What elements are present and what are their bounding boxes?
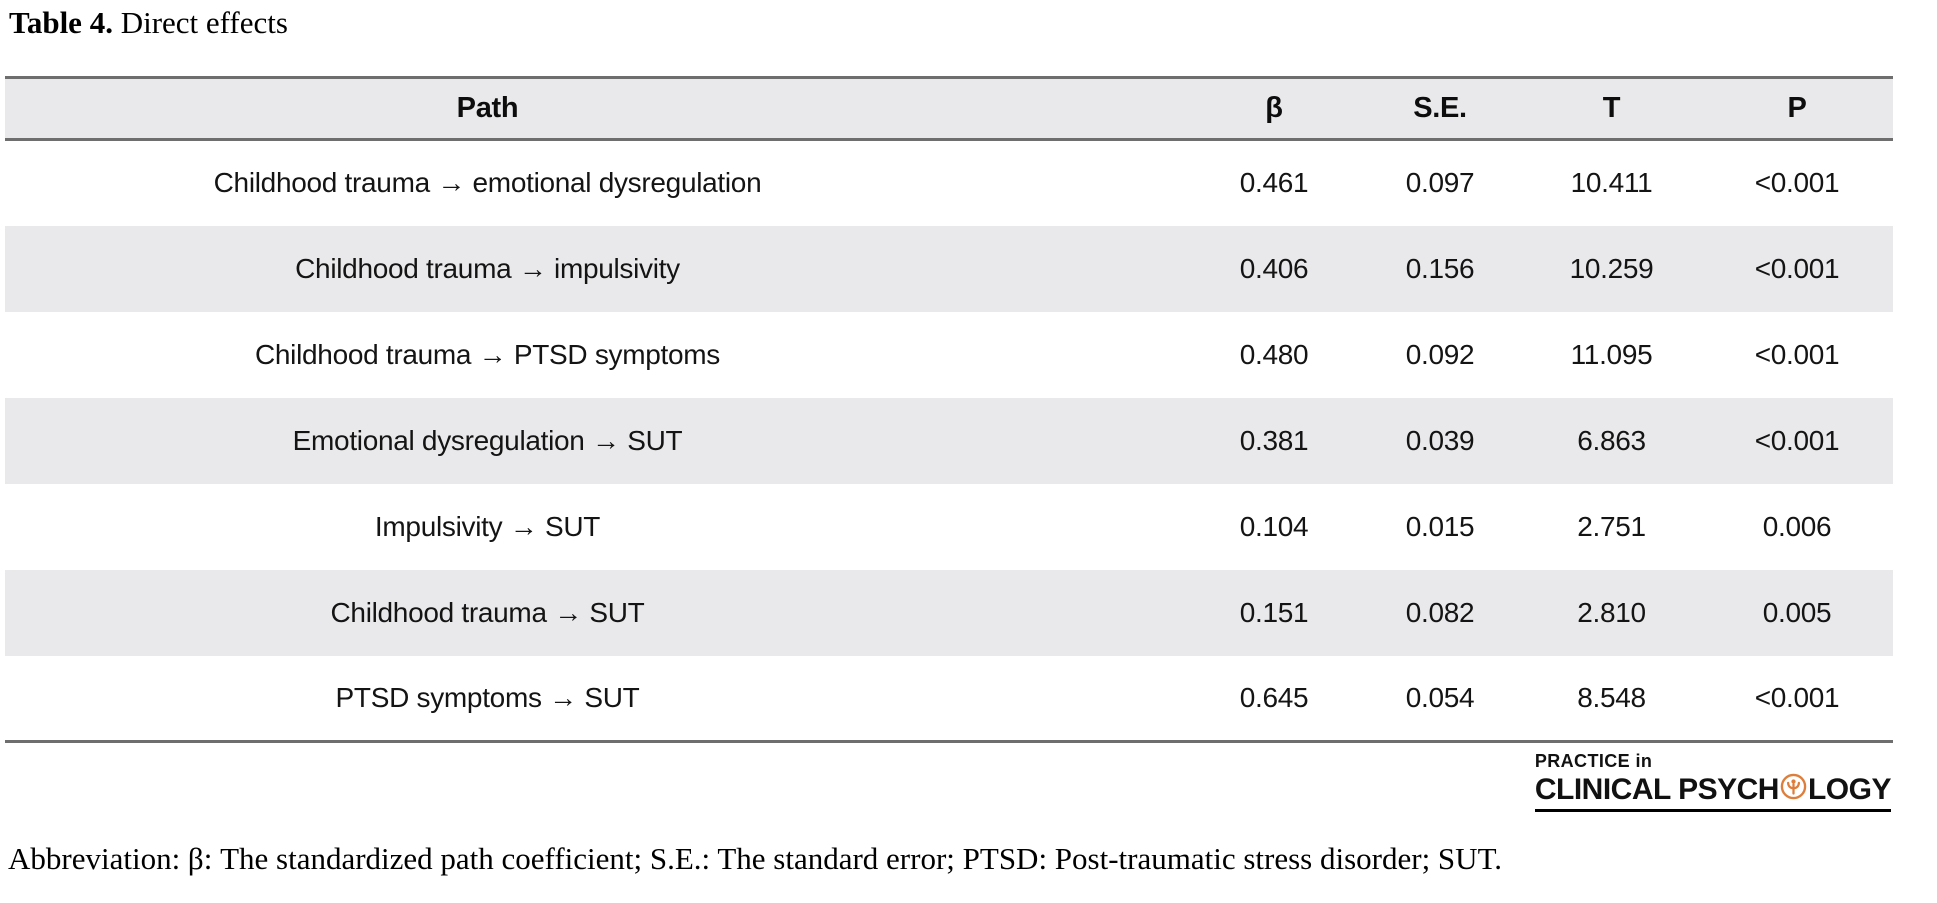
path-cell: Childhood trauma → emotional dysregulati… [213,167,762,199]
p-cell: <0.001 [1754,338,1840,370]
column-header-path: Path [456,92,519,124]
t-cell: 6.863 [1577,424,1646,456]
table-row: Childhood trauma → PTSD symptoms 0.480 0… [5,312,1893,398]
se-cell: 0.097 [1405,167,1475,199]
path-cell: Emotional dysregulation → SUT [292,424,683,456]
table-body: Childhood trauma → emotional dysregulati… [5,140,1893,742]
table-header: Path β S.E. T P [5,77,1893,140]
t-cell: 2.751 [1577,510,1646,542]
beta-cell: 0.480 [1239,338,1309,370]
t-cell: 11.095 [1570,338,1653,370]
journal-logo-line2: CLINICAL PSYCH LOGY [1534,772,1892,813]
p-cell: <0.001 [1754,681,1840,713]
beta-cell: 0.381 [1239,424,1309,456]
path-cell: Childhood trauma → impulsivity [295,252,680,284]
se-cell: 0.092 [1405,338,1475,370]
table-row: Emotional dysregulation → SUT 0.381 0.03… [5,397,1893,484]
table-title: Table 4. Direct effects [9,4,288,41]
journal-logo: PRACTICE in CLINICAL PSYCH LOGY [1534,751,1892,813]
t-cell: 10.411 [1570,167,1653,199]
beta-cell: 0.645 [1239,681,1309,713]
direct-effects-table: Path β S.E. T P Childhood trauma → emoti… [5,76,1893,743]
se-cell: 0.156 [1405,252,1475,284]
beta-cell: 0.406 [1239,252,1309,284]
table-row: Childhood trauma → SUT 0.151 0.082 2.810… [5,569,1893,656]
abbreviation-footnote: Abbreviation: β: The standardized path c… [8,841,1502,876]
table-row: Childhood trauma → impulsivity 0.406 0.1… [5,225,1893,312]
p-cell: <0.001 [1754,252,1840,284]
p-cell: <0.001 [1754,167,1840,199]
path-cell: PTSD symptoms → SUT [335,681,640,713]
t-cell: 2.810 [1577,596,1646,628]
column-header-p: P [1787,92,1807,124]
t-cell: 8.548 [1577,681,1646,713]
journal-logo-line2-left: CLINICAL PSYCH [1534,772,1780,806]
table-row: Childhood trauma → emotional dysregulati… [5,140,1893,226]
se-cell: 0.054 [1405,681,1475,713]
journal-logo-line2-right: LOGY [1807,772,1892,806]
path-cell: Childhood trauma → SUT [330,596,645,628]
column-header-beta: β [1265,92,1283,124]
path-cell: Childhood trauma → PTSD symptoms [254,338,720,370]
beta-cell: 0.461 [1239,167,1309,199]
se-cell: 0.015 [1405,510,1475,542]
p-cell: <0.001 [1754,424,1840,456]
journal-logo-line1: PRACTICE in [1534,751,1653,771]
t-cell: 10.259 [1569,252,1654,284]
p-cell: 0.005 [1762,596,1832,628]
se-cell: 0.039 [1405,424,1475,456]
path-cell: Impulsivity → SUT [374,510,601,542]
beta-cell: 0.151 [1239,596,1309,628]
column-header-se: S.E. [1413,92,1467,124]
beta-cell: 0.104 [1239,510,1309,542]
table-row: Impulsivity → SUT 0.104 0.015 2.751 0.00… [5,484,1893,570]
header-row: Path β S.E. T P [5,77,1893,140]
column-header-t: T [1602,92,1621,124]
se-cell: 0.082 [1405,596,1475,628]
psi-person-icon [1780,773,1807,807]
table-row: PTSD symptoms → SUT 0.645 0.054 8.548 <0… [5,656,1893,742]
table-title-text: Direct effects [112,5,288,40]
table-title-label: Table 4. [9,5,113,40]
p-cell: 0.006 [1762,510,1832,542]
